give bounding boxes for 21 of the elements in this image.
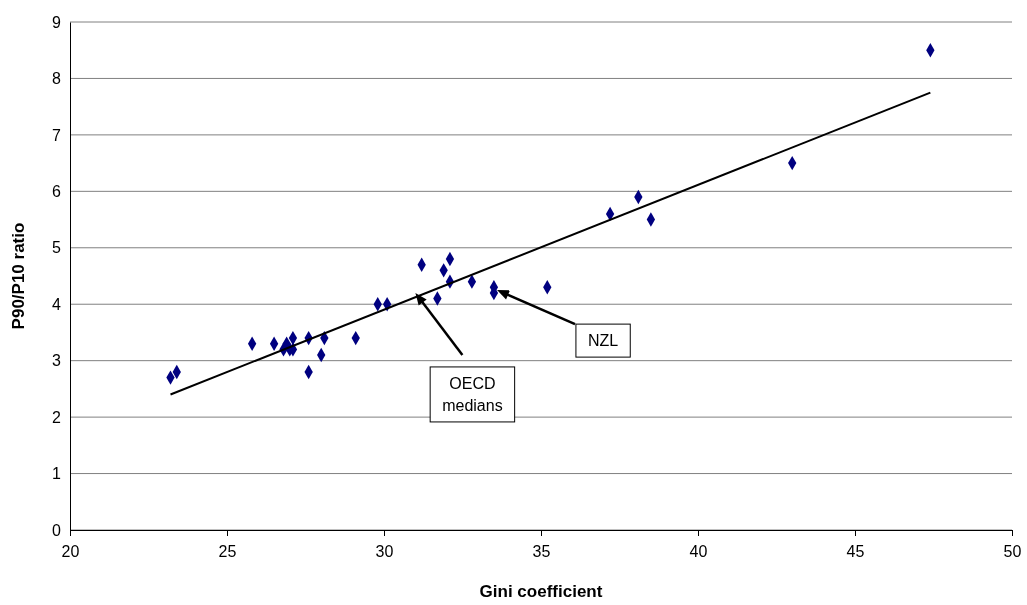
y-tick-label: 7 bbox=[52, 126, 62, 144]
y-tick-label: 4 bbox=[52, 295, 62, 313]
annotation: OECD medians bbox=[442, 374, 503, 414]
x-tick-label: 45 bbox=[846, 542, 865, 560]
y-tick-label: 3 bbox=[52, 352, 62, 370]
x-tick-label: 20 bbox=[61, 542, 80, 560]
y-tick-label: 0 bbox=[52, 521, 62, 539]
annotation: NZL bbox=[587, 332, 619, 350]
y-tick-label: 5 bbox=[52, 239, 62, 257]
y-axis-title: P90/P10 ratio bbox=[9, 222, 28, 330]
y-tick-label: 2 bbox=[52, 408, 62, 426]
x-tick-label: 40 bbox=[689, 542, 708, 560]
y-tick-label: 1 bbox=[52, 465, 62, 483]
y-tick-label: 6 bbox=[52, 182, 62, 200]
x-tick-label: 50 bbox=[1003, 542, 1022, 560]
y-tick-label: 9 bbox=[52, 13, 62, 31]
y-tick-label: 8 bbox=[52, 70, 62, 88]
x-axis-title: Gini coefficient bbox=[479, 582, 603, 601]
x-tick-label: 25 bbox=[218, 542, 237, 560]
x-tick-label: 35 bbox=[532, 542, 551, 560]
x-tick-label: 30 bbox=[375, 542, 394, 560]
